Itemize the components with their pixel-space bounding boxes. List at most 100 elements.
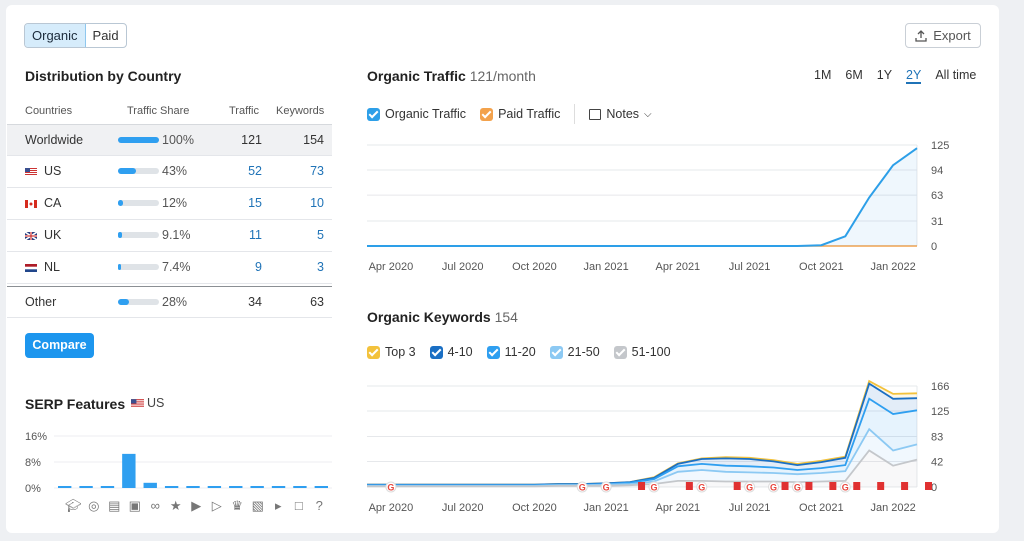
y-tick-label: 8%	[25, 457, 41, 469]
google-update-marker-label: G	[579, 483, 586, 493]
country-row-us[interactable]: US 43% 52 73	[7, 156, 332, 188]
x-tick-label: Jan 2021	[583, 261, 628, 273]
keywords-link[interactable]: 73	[310, 164, 324, 178]
organic-tab[interactable]: Organic	[25, 24, 86, 47]
video-carousel-icon: ▷	[211, 498, 222, 513]
note-flag-marker	[877, 482, 885, 490]
export-button[interactable]: Export	[905, 23, 981, 48]
notes-dropdown[interactable]: Notes ⌵	[589, 107, 652, 121]
main-card	[6, 5, 999, 533]
traffic-link[interactable]: 11	[249, 228, 262, 242]
x-tick-label: Jul 2021	[729, 502, 771, 514]
notes-icon	[589, 108, 602, 120]
x-tick-label: Apr 2020	[369, 502, 414, 514]
country-name: UK	[44, 228, 62, 242]
keywords-value: 154	[303, 133, 324, 147]
pos-11-20-checkbox[interactable]: 11-20	[486, 345, 536, 359]
serp-bar-star	[164, 486, 179, 488]
serp-bar-image	[122, 453, 136, 488]
serp-icons-row: 🎓︎ ◎ ▤ ▣ ∞ ★ ▶ ▷ ♛ ▧ ▸ □ ?	[63, 498, 330, 514]
y-tick-label: 83	[931, 432, 943, 444]
checkbox-icon	[367, 345, 380, 359]
keywords-link[interactable]: 3	[317, 260, 324, 274]
doc-icon: ▤	[108, 498, 121, 513]
question-icon: ?	[315, 498, 323, 513]
share-value: 100%	[162, 133, 194, 147]
country-row-nl[interactable]: NL 7.4% 9 3	[7, 252, 332, 284]
x-tick-label: Jan 2022	[870, 261, 915, 273]
note-flag-marker	[638, 482, 646, 490]
google-update-marker	[576, 481, 588, 493]
country-row-ca[interactable]: CA 12% 15 10	[7, 188, 332, 220]
country-row-other[interactable]: Other 28% 34 63	[7, 286, 332, 318]
traffic-link[interactable]: 9	[255, 260, 262, 274]
traffic-legend: Organic Traffic Paid Traffic Notes ⌵	[367, 104, 666, 124]
keywords-link[interactable]: 10	[310, 196, 324, 210]
checkbox-icon	[367, 107, 380, 121]
chevron-down-icon: ⌵	[644, 108, 652, 120]
image-icon: ▣	[128, 498, 141, 513]
checkbox-icon	[429, 345, 443, 359]
range-selector: 1M 6M 1Y 2Y All time	[814, 68, 976, 84]
country-name: Other	[25, 295, 57, 309]
keywords-title-row: Organic Keywords 154	[367, 309, 518, 325]
google-update-marker-label: G	[746, 483, 753, 493]
country-row-uk[interactable]: UK 9.1% 11 5	[7, 220, 332, 252]
note-flag-marker	[733, 482, 741, 490]
country-name: US	[44, 164, 62, 178]
serp-bar-crown	[229, 486, 243, 488]
ca-flag-icon	[25, 200, 37, 208]
paid-tab[interactable]: Paid	[92, 28, 119, 43]
pos-51-100-checkbox[interactable]: 51-100	[613, 345, 671, 359]
range-all-time[interactable]: All time	[935, 68, 977, 82]
serp-features-chart: 0% 8% 16%	[25, 431, 332, 495]
keywords-subtitle: 154	[494, 309, 518, 325]
paid-traffic-checkbox[interactable]: Paid Traffic	[480, 107, 560, 121]
google-update-marker	[696, 481, 708, 493]
notes-label: Notes	[606, 107, 640, 121]
traffic-link[interactable]: 15	[248, 196, 262, 210]
nl-flag-icon	[25, 264, 37, 272]
distribution-title: Distribution by Country	[25, 68, 182, 84]
traffic-link[interactable]: 52	[248, 164, 262, 178]
pin-icon: ◎	[88, 498, 100, 513]
range-2y[interactable]: 2Y	[906, 68, 922, 84]
y-tick-label: 125	[931, 406, 949, 418]
y-tick-label: 0	[931, 241, 937, 253]
traffic-value: 34	[248, 295, 262, 309]
pos-4-10-checkbox[interactable]: 4-10	[429, 345, 473, 359]
export-label: Export	[933, 28, 971, 43]
keywords-link[interactable]: 5	[317, 228, 324, 242]
pos-21-50-checkbox[interactable]: 21-50	[549, 345, 600, 359]
serp-bar-graduation-cap	[58, 486, 72, 488]
us-flag-icon	[25, 168, 37, 176]
serp-country: US	[147, 396, 165, 410]
serp-title: SERP Features	[25, 396, 126, 412]
google-update-marker-label: G	[603, 483, 610, 493]
upload-icon	[915, 29, 927, 42]
range-6m[interactable]: 6M	[845, 68, 863, 82]
organic-traffic-label: Organic Traffic	[385, 107, 467, 121]
serp-bar-doc	[100, 486, 115, 488]
checkbox-icon	[549, 345, 563, 359]
organic-traffic-checkbox[interactable]: Organic Traffic	[367, 107, 466, 121]
note-flag-marker	[853, 482, 861, 490]
serp-bar-comment	[293, 486, 307, 488]
share-value: 43%	[162, 164, 188, 178]
compare-button[interactable]: Compare	[25, 333, 94, 358]
traffic-title-row: Organic Traffic 121/month	[367, 68, 536, 84]
paid-traffic-label: Paid Traffic	[498, 107, 561, 121]
pos-4-10-label: 4-10	[447, 345, 473, 359]
range-1m[interactable]: 1M	[814, 68, 832, 82]
top3-checkbox[interactable]: Top 3	[367, 345, 416, 359]
x-tick-label: Jul 2020	[442, 261, 484, 273]
top3-label: Top 3	[385, 345, 416, 359]
y-tick-label: 125	[931, 140, 949, 152]
organic-traffic-line	[367, 147, 918, 247]
country-row-worldwide[interactable]: Worldwide 100% 121 154	[7, 124, 332, 156]
range-1y[interactable]: 1Y	[876, 68, 893, 82]
y-tick-label: 16%	[25, 431, 47, 443]
share-bar	[118, 232, 159, 238]
col-traffic-share: Traffic Share	[127, 105, 190, 117]
serp-bar-link	[143, 482, 157, 488]
